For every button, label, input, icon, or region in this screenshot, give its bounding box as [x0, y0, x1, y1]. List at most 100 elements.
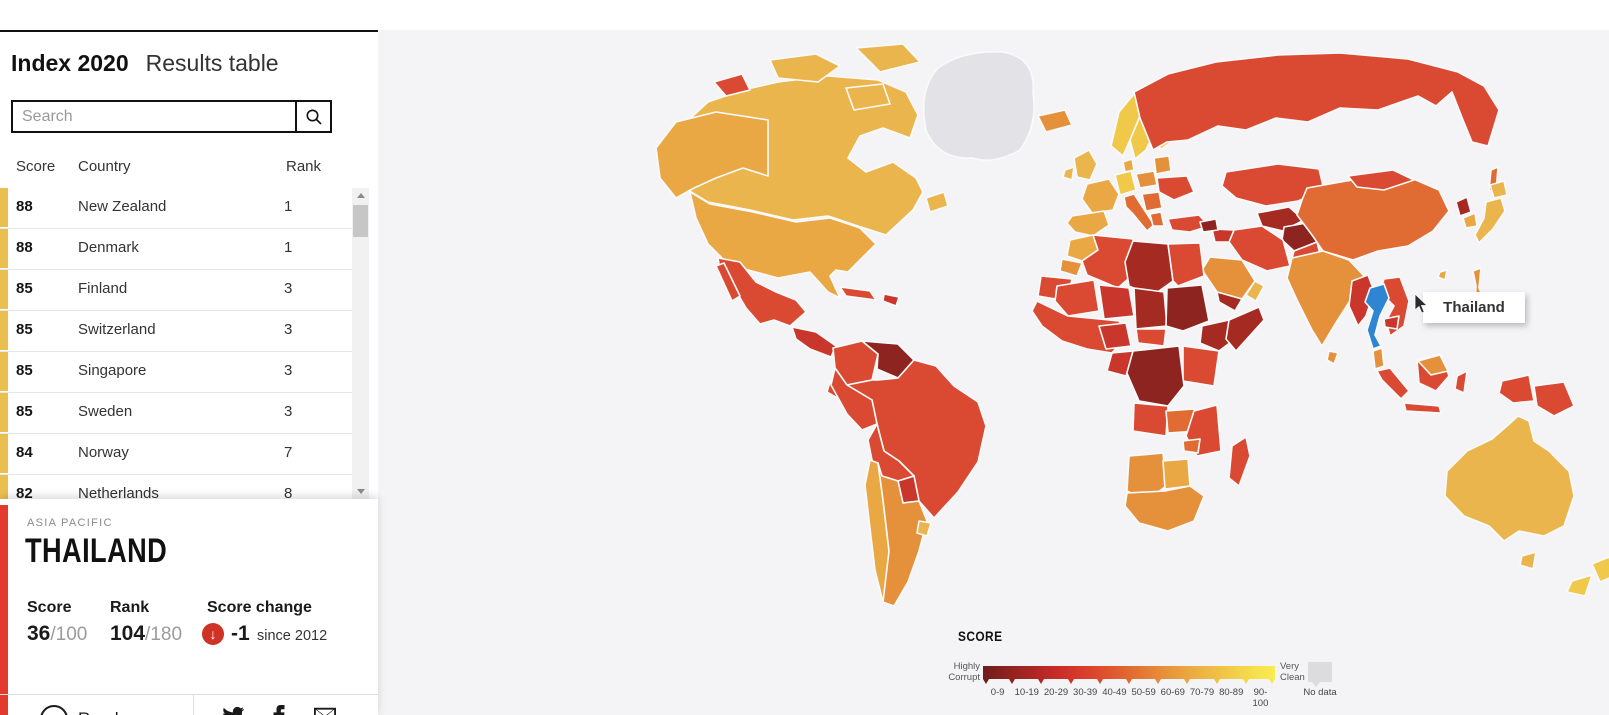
- country-greece[interactable]: [1149, 211, 1165, 227]
- country-canada-arctic[interactable]: [855, 43, 921, 73]
- country-indonesia-sulawesi[interactable]: [1454, 370, 1468, 394]
- table-scrollbar[interactable]: [352, 188, 369, 499]
- country-new-zealand-south[interactable]: [1566, 574, 1593, 597]
- tab-results-table[interactable]: Results table: [145, 50, 279, 76]
- country-france[interactable]: [1081, 178, 1120, 214]
- country-iraq[interactable]: [1211, 228, 1235, 243]
- country-italy[interactable]: [1123, 193, 1155, 232]
- table-row[interactable]: 84 Norway 7: [0, 434, 352, 475]
- country-poland[interactable]: [1135, 170, 1158, 189]
- facebook-icon[interactable]: [268, 705, 290, 715]
- country-indonesia-java[interactable]: [1403, 402, 1442, 414]
- search-button[interactable]: [295, 102, 330, 131]
- country-japan[interactable]: [1474, 197, 1506, 244]
- country-ireland[interactable]: [1062, 166, 1075, 181]
- country-alaska[interactable]: [655, 111, 769, 199]
- country-madagascar[interactable]: [1228, 436, 1251, 487]
- country-canada-arctic[interactable]: [769, 53, 841, 83]
- country-malaysia[interactable]: [1372, 347, 1385, 370]
- country-new-zealand-north[interactable]: [1591, 556, 1609, 583]
- table-row[interactable]: 88 New Zealand 1: [0, 188, 352, 229]
- country-niger[interactable]: [1098, 284, 1135, 320]
- table-row[interactable]: 85 Sweden 3: [0, 393, 352, 434]
- country-mali[interactable]: [1054, 279, 1100, 317]
- country-hispaniola[interactable]: [882, 293, 900, 307]
- score-label: Score: [27, 599, 72, 616]
- twitter-icon[interactable]: [222, 705, 244, 715]
- country-central-america[interactable]: [791, 326, 837, 358]
- col-country[interactable]: Country: [78, 158, 131, 175]
- country-somalia[interactable]: [1225, 306, 1265, 352]
- scrollbar-thumb[interactable]: [353, 205, 368, 237]
- country-south-korea[interactable]: [1462, 212, 1478, 229]
- col-score[interactable]: Score: [16, 158, 56, 175]
- country-south-africa[interactable]: [1124, 485, 1205, 532]
- country-egypt[interactable]: [1167, 242, 1205, 287]
- country-syria[interactable]: [1199, 218, 1219, 233]
- choropleth-world-map[interactable]: [378, 30, 1609, 715]
- country-myanmar[interactable]: [1348, 274, 1375, 327]
- country-australia[interactable]: [1444, 415, 1575, 542]
- country-newfoundland[interactable]: [925, 191, 949, 213]
- country-botswana[interactable]: [1162, 458, 1191, 490]
- country-iceland[interactable]: [1037, 109, 1073, 133]
- table-row[interactable]: 85 Singapore 3: [0, 352, 352, 393]
- country-cambodia[interactable]: [1383, 315, 1400, 330]
- country-baltics[interactable]: [1153, 155, 1172, 175]
- tab-index-2020[interactable]: Index 2020: [11, 50, 129, 76]
- country-mexico-baja[interactable]: [715, 262, 741, 302]
- country-east-africa[interactable]: [1182, 345, 1220, 387]
- country-uk[interactable]: [1073, 149, 1098, 181]
- read-more-button[interactable]: ↑ Read more: [40, 705, 162, 715]
- country-balkans[interactable]: [1141, 191, 1163, 212]
- country-sri-lanka[interactable]: [1326, 350, 1339, 365]
- country-zimbabwe[interactable]: [1182, 438, 1201, 454]
- col-rank[interactable]: Rank: [286, 158, 322, 175]
- country-mongolia[interactable]: [1347, 169, 1415, 191]
- country-western-sahara[interactable]: [1059, 258, 1083, 277]
- country-turkey[interactable]: [1167, 214, 1210, 233]
- country-canada-arctic[interactable]: [845, 83, 891, 111]
- country-russia-chukotka[interactable]: [713, 73, 751, 97]
- country-drc[interactable]: [1125, 345, 1185, 407]
- country-argentina[interactable]: [877, 462, 928, 607]
- country-germany[interactable]: [1114, 170, 1137, 196]
- country-cameroon[interactable]: [1106, 350, 1134, 377]
- country-nigeria[interactable]: [1098, 322, 1132, 350]
- country-oman[interactable]: [1245, 280, 1265, 302]
- country-indonesia-papua[interactable]: [1498, 374, 1535, 404]
- country-spain[interactable]: [1066, 210, 1110, 237]
- world-map-panel: Thailand SCORE Highly Corrupt Very Clean: [378, 30, 1609, 715]
- country-taiwan[interactable]: [1437, 269, 1448, 281]
- country-tasmania[interactable]: [1519, 551, 1537, 570]
- country-japan-hokkaido[interactable]: [1489, 180, 1508, 199]
- email-icon[interactable]: [314, 705, 336, 715]
- table-row[interactable]: 85 Finland 3: [0, 270, 352, 311]
- country-chad[interactable]: [1133, 287, 1168, 330]
- scroll-up-arrow[interactable]: [352, 188, 369, 203]
- country-indonesia-sumatra[interactable]: [1376, 367, 1410, 400]
- country-yemen[interactable]: [1216, 291, 1243, 312]
- country-sudan[interactable]: [1165, 284, 1210, 332]
- country-kazakhstan[interactable]: [1221, 163, 1325, 207]
- country-malaysia-borneo[interactable]: [1417, 354, 1449, 376]
- country-iran[interactable]: [1228, 225, 1291, 272]
- country-greenland[interactable]: [922, 51, 1035, 161]
- table-row[interactable]: 88 Denmark 1: [0, 229, 352, 270]
- country-north-korea[interactable]: [1455, 196, 1472, 217]
- country-papua-new-guinea[interactable]: [1533, 381, 1575, 417]
- country-cuba[interactable]: [839, 286, 877, 301]
- country-peru[interactable]: [830, 367, 878, 431]
- country-uruguay[interactable]: [916, 520, 932, 537]
- country-libya[interactable]: [1124, 240, 1174, 297]
- country-denmark[interactable]: [1122, 158, 1135, 173]
- scroll-down-arrow[interactable]: [352, 484, 369, 499]
- country-central-african-republic[interactable]: [1135, 328, 1167, 347]
- country-angola[interactable]: [1132, 402, 1169, 437]
- country-russia[interactable]: [1133, 52, 1500, 151]
- search-input[interactable]: [13, 102, 295, 131]
- cell-country: Singapore: [78, 362, 147, 379]
- country-thailand-highlighted[interactable]: [1364, 283, 1390, 350]
- table-row[interactable]: 85 Switzerland 3: [0, 311, 352, 352]
- country-ukraine[interactable]: [1156, 175, 1195, 201]
